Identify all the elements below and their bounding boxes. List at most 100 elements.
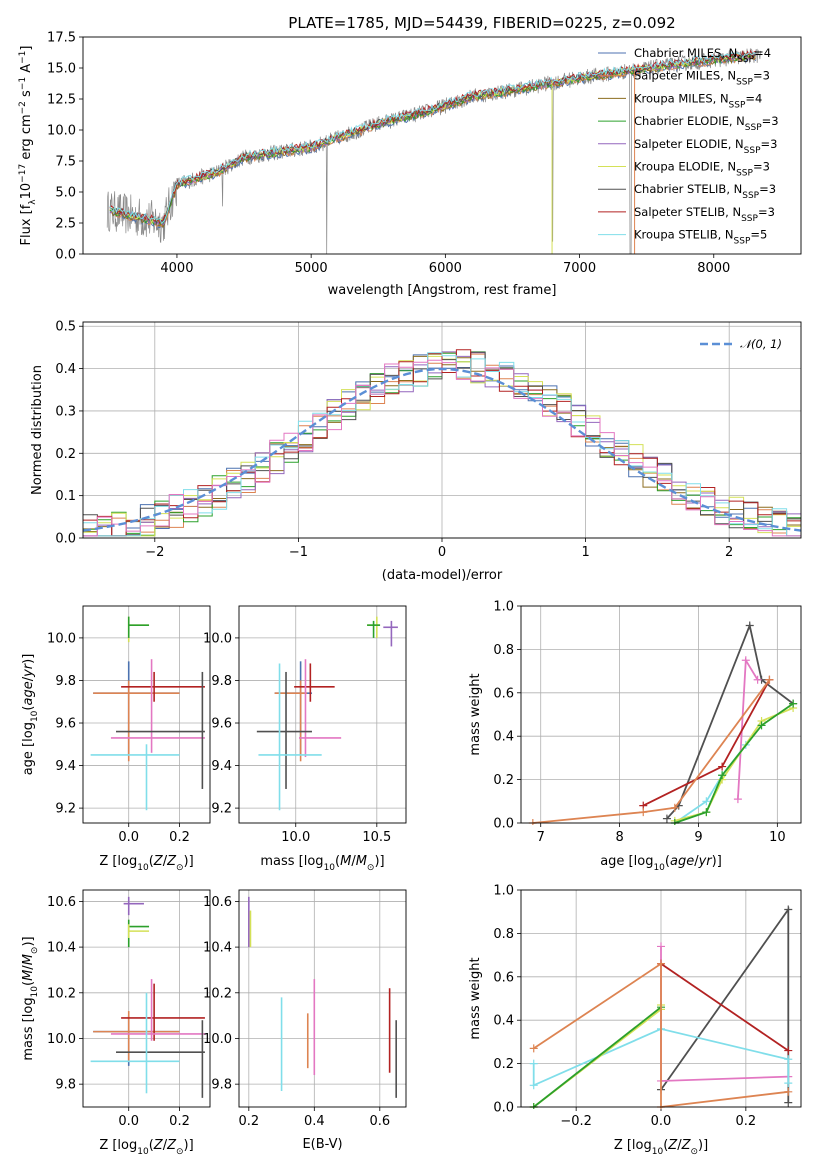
x-tick-label: 10.0 (281, 830, 310, 845)
mass-weight-marker (784, 1079, 793, 1088)
plot-frame (238, 889, 407, 1108)
massweight_vs_z-y-axis-label: mass weight (468, 957, 483, 1039)
y-tick-label: 0.0 (493, 817, 514, 832)
y-tick-label: 10.0 (47, 1032, 76, 1047)
x-tick-label: 2 (725, 545, 733, 560)
errorbar-point (116, 671, 205, 789)
errorbar-point (93, 661, 180, 755)
x-tick-label: 0.0 (651, 1114, 672, 1129)
mass-weight-line (533, 962, 789, 1109)
x-tick-label: 10 (769, 830, 786, 845)
errorbar-point (294, 663, 335, 702)
y-tick-label: 0.6 (493, 686, 514, 701)
mass-weight-marker (718, 771, 727, 780)
panel-spectrum: 4000 5000 6000 7000 8000 0.0 2.5 5.0 7.5 10.0 12.5… (18, 14, 802, 298)
y-tick-label: 10.4 (47, 941, 76, 956)
mass-weight-marker (529, 1059, 538, 1068)
x-tick-label: 10.5 (362, 830, 391, 845)
x-tick-label: 0.6 (369, 1114, 390, 1129)
mass-weight-marker (529, 1081, 538, 1090)
errorbar-point (93, 680, 180, 762)
x-tick-label: 9 (694, 830, 702, 845)
mass-weight-line (737, 657, 759, 800)
y-tick-label: 9.8 (55, 1078, 76, 1093)
mass-weight-marker (784, 905, 793, 914)
mass-weight-line (642, 679, 771, 807)
y-tick-label: 0.2 (493, 773, 514, 788)
mass-weight-marker (753, 675, 762, 684)
x-tick-label: 8 (615, 830, 623, 845)
errorbar-point (127, 616, 150, 638)
mass-weight-line (674, 707, 794, 822)
errorbar-point (90, 744, 180, 811)
mass-weight-marker (789, 699, 798, 708)
plot-frame (520, 889, 802, 1108)
x-tick-label: 7000 (563, 261, 596, 276)
y-tick-label: 9.2 (211, 802, 232, 817)
mass-weight-line (660, 946, 789, 1082)
mass-weight-marker (718, 762, 727, 771)
y-tick-label: 0.8 (493, 643, 514, 658)
x-tick-label: 0.0 (118, 830, 139, 845)
x-tick-label: 0.2 (736, 1114, 757, 1129)
y-tick-label: 0.4 (493, 1014, 514, 1029)
x-tick-label: −1 (289, 545, 308, 560)
mass-weight-marker (784, 1046, 793, 1055)
mass-weight-line (660, 906, 790, 1103)
plot-frame (238, 605, 407, 824)
y-tick-label: 0.4 (493, 730, 514, 745)
gaussian-reference-line (83, 367, 801, 532)
age_vs_z-y-axis-label: age [log10(age/yr)] (21, 654, 40, 776)
y-tick-label: 9.4 (211, 759, 232, 774)
y-tick-label: 0.2 (55, 447, 76, 462)
mass-weight-line (666, 622, 794, 820)
mass-weight-line (533, 1006, 662, 1108)
plot-frame (82, 321, 802, 539)
age_vs_z-x-axis-label: Z [log10(Z/Z⊙)] (99, 854, 193, 873)
mass-weight-marker (529, 1044, 538, 1053)
spectrum-model-series (109, 52, 756, 225)
plot-frame (82, 889, 211, 1108)
x-tick-label: 7 (537, 830, 545, 845)
legend-entry: Salpeter STELIB, NSSP=3 (634, 205, 775, 224)
y-tick-label: 0.3 (55, 404, 76, 419)
legend-entry: Kroupa ELODIE, NSSP=3 (634, 160, 770, 179)
y-tick-label: 0.1 (55, 489, 76, 504)
mass-weight-marker (784, 1055, 793, 1064)
y-tick-label: 10.4 (203, 941, 232, 956)
mass-weight-marker (639, 808, 648, 817)
panel-mass_vs_ebv: 0.2 0.4 0.6 9.8 10.0 10.2 10.4 10.6 (203, 889, 407, 1129)
legend-entry: Chabrier ELODIE, NSSP=3 (634, 114, 779, 133)
mass-weight-marker (670, 803, 679, 812)
legend-entry: Salpeter MILES, NSSP=3 (634, 69, 770, 88)
y-tick-label: 9.4 (55, 759, 76, 774)
y-tick-label: 10.2 (47, 986, 76, 1001)
errorbar-point (116, 1020, 205, 1098)
y-tick-label: 10.6 (47, 895, 76, 910)
errorbar-point (367, 620, 381, 638)
legend-entry: Chabrier STELIB, NSSP=3 (634, 182, 776, 201)
y-tick-label: 9.8 (55, 674, 76, 689)
mass-weight-line (532, 679, 771, 824)
y-tick-label: 1.0 (493, 600, 514, 615)
mass-weight-marker (733, 795, 742, 804)
x-tick-label: 6000 (429, 261, 462, 276)
y-tick-label: 9.2 (55, 802, 76, 817)
residuals-x-axis-label: (data-model)/error (382, 568, 503, 583)
x-tick-label: 1 (581, 545, 589, 560)
y-tick-label: 10.0 (203, 1032, 232, 1047)
errorbar-point (383, 620, 398, 647)
spectrum-y-axis-label: Flux [fλ10−17 erg cm−2 s−1 A−1] (18, 46, 38, 246)
residual-histograms (83, 349, 801, 537)
x-tick-label: 4000 (160, 261, 193, 276)
mass_vs_z-x-axis-label: Z [log10(Z/Z⊙)] (99, 1138, 193, 1157)
mass-weight-line (660, 963, 789, 1052)
y-tick-label: 0.4 (55, 362, 76, 377)
y-tick-label: 2.5 (55, 217, 76, 232)
y-tick-label: 9.8 (211, 1078, 232, 1093)
plot-frame (82, 36, 802, 255)
y-tick-label: 0.6 (493, 970, 514, 985)
y-tick-label: 10.2 (203, 986, 232, 1001)
y-tick-label: 0.0 (55, 532, 76, 547)
mass-weight-marker (657, 959, 665, 968)
